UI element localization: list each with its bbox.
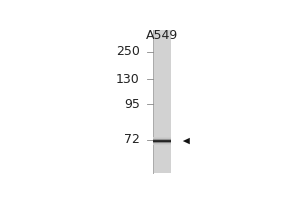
Bar bbox=[153, 142, 171, 143]
Bar bbox=[153, 137, 171, 138]
Bar bbox=[153, 139, 171, 140]
Text: A549: A549 bbox=[146, 29, 178, 42]
Bar bbox=[153, 143, 171, 144]
Bar bbox=[153, 137, 171, 138]
Text: 72: 72 bbox=[124, 133, 140, 146]
Bar bbox=[153, 142, 171, 143]
Bar bbox=[153, 140, 171, 141]
Bar bbox=[153, 30, 171, 173]
Bar bbox=[153, 144, 171, 145]
Bar bbox=[153, 144, 171, 145]
Bar bbox=[153, 139, 171, 140]
Bar bbox=[153, 141, 171, 142]
Bar bbox=[153, 143, 171, 144]
Bar bbox=[153, 140, 171, 141]
Text: 250: 250 bbox=[116, 45, 140, 58]
Bar bbox=[153, 137, 171, 138]
Text: 130: 130 bbox=[116, 73, 140, 86]
Bar bbox=[153, 140, 171, 141]
Bar bbox=[153, 139, 171, 140]
Polygon shape bbox=[183, 138, 190, 144]
Bar bbox=[153, 142, 171, 143]
Bar bbox=[153, 144, 171, 145]
Bar bbox=[153, 138, 171, 139]
Bar bbox=[153, 141, 171, 142]
Text: 95: 95 bbox=[124, 98, 140, 111]
Bar bbox=[153, 138, 171, 139]
Bar bbox=[153, 137, 171, 138]
Bar bbox=[153, 143, 171, 144]
Bar bbox=[153, 138, 171, 139]
Bar bbox=[153, 141, 171, 142]
